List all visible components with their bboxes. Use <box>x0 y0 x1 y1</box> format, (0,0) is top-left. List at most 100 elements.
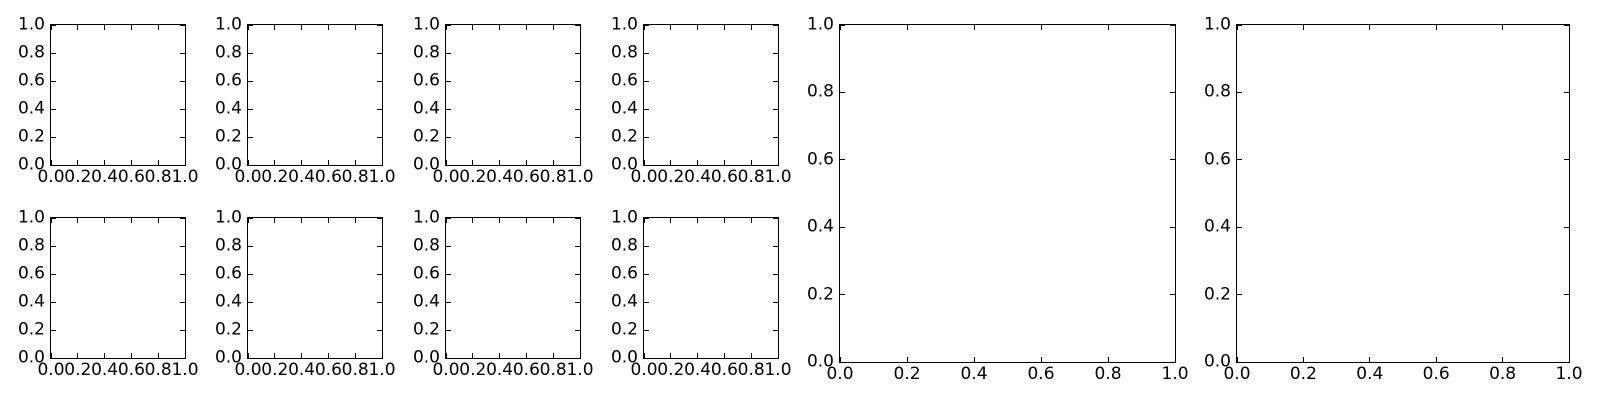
tick-mark <box>248 273 253 275</box>
x-tick-label: 0.8 <box>737 167 765 187</box>
tick-mark <box>575 273 580 275</box>
tick-mark <box>773 25 778 26</box>
x-tick-label: 0.4 <box>288 360 316 380</box>
y-tick-label: 0.4 <box>214 291 242 312</box>
tick-mark <box>644 301 649 303</box>
x-tick-label: 0.4 <box>91 360 119 380</box>
x-tick-label: 0.6 <box>512 360 540 380</box>
x-tick-label: 0.8 <box>144 360 172 380</box>
tick-mark <box>77 218 79 223</box>
tick-mark <box>51 357 56 358</box>
tick-mark <box>644 357 649 358</box>
y-tick-label: 0.0 <box>412 154 440 175</box>
tick-mark <box>552 160 554 165</box>
x-tick-label: 1.0 <box>764 360 792 380</box>
tick-mark <box>1170 25 1175 26</box>
x-tick-label: 0.2 <box>657 167 685 187</box>
tick-mark <box>377 80 382 82</box>
tick-mark <box>1237 25 1242 26</box>
y-tick-label: 0.2 <box>412 126 440 147</box>
tick-mark <box>446 329 451 331</box>
tick-mark <box>773 164 778 165</box>
tick-mark <box>301 353 303 358</box>
tick-mark <box>446 80 451 82</box>
tick-mark <box>575 329 580 331</box>
tick-mark <box>1237 361 1242 362</box>
x-tick-label: 0.0 <box>630 360 658 380</box>
tick-mark <box>1170 226 1175 228</box>
tick-mark <box>377 329 382 331</box>
tick-mark <box>552 25 554 30</box>
tick-mark <box>446 218 451 219</box>
tick-mark <box>773 80 778 82</box>
tick-mark <box>525 353 527 358</box>
tick-mark <box>1564 361 1569 362</box>
tick-mark <box>840 25 845 26</box>
y-tick-label: 0.8 <box>1203 81 1231 102</box>
tick-mark <box>446 301 451 303</box>
x-tick-label: 0.2 <box>1289 364 1317 384</box>
tick-mark <box>354 353 356 358</box>
tick-mark <box>377 136 382 138</box>
y-tick-label: 0.4 <box>610 291 638 312</box>
tick-mark <box>104 160 106 165</box>
tick-mark <box>184 25 185 30</box>
tick-mark <box>157 218 159 223</box>
y-tick-label: 0.0 <box>17 347 45 368</box>
y-tick-label: 0.6 <box>610 263 638 284</box>
tick-mark <box>840 91 845 93</box>
tick-mark <box>472 160 474 165</box>
y-tick-label: 0.6 <box>17 263 45 284</box>
tick-mark <box>644 25 649 26</box>
tick-mark <box>446 136 451 138</box>
y-tick-label: 0.2 <box>1203 284 1231 305</box>
tick-mark <box>973 25 975 30</box>
tick-mark <box>180 25 185 26</box>
tick-mark <box>180 218 185 219</box>
tick-mark <box>1107 25 1109 30</box>
tick-mark <box>274 353 276 358</box>
tick-mark <box>1302 357 1304 362</box>
tick-mark <box>1369 25 1371 30</box>
tick-mark <box>777 353 778 358</box>
x-tick-label: 0.4 <box>288 167 316 187</box>
x-tick-label: 0.0 <box>1223 364 1251 384</box>
tick-mark <box>354 25 356 30</box>
tick-mark <box>377 245 382 247</box>
tick-mark <box>377 301 382 303</box>
tick-mark <box>446 108 451 110</box>
tick-mark <box>381 218 382 223</box>
tick-mark <box>472 218 474 223</box>
y-tick-label: 0.4 <box>610 98 638 119</box>
tick-mark <box>670 218 672 223</box>
x-tick-label: 0.0 <box>37 167 65 187</box>
y-tick-label: 0.0 <box>1203 351 1231 372</box>
tick-mark <box>525 218 527 223</box>
tick-marks <box>446 218 580 358</box>
y-tick-label: 0.8 <box>610 235 638 256</box>
tick-mark <box>248 25 249 30</box>
tick-mark <box>1568 25 1569 30</box>
tick-mark <box>180 245 185 247</box>
tick-mark <box>51 80 56 82</box>
tick-mark <box>446 357 451 358</box>
tick-mark <box>248 108 253 110</box>
tick-mark <box>180 164 185 165</box>
tick-marks <box>644 25 778 165</box>
y-tick-label: 1.0 <box>610 14 638 35</box>
subplot-small-row2-col3: 0.0 0.0 0.2 0.2 0.4 0.4 0.6 0.6 0.8 0.8 1.0 1.0 <box>413 209 594 379</box>
tick-mark <box>697 218 699 223</box>
tick-mark <box>575 218 580 219</box>
tick-mark <box>51 301 56 303</box>
tick-mark <box>327 160 329 165</box>
tick-mark <box>1237 25 1238 30</box>
tick-mark <box>51 108 56 110</box>
tick-mark <box>697 160 699 165</box>
tick-mark <box>354 218 356 223</box>
tick-mark <box>446 25 451 26</box>
tick-mark <box>77 353 79 358</box>
y-tick-label: 0.4 <box>412 98 440 119</box>
tick-marks <box>248 218 382 358</box>
tick-mark <box>777 160 778 165</box>
x-tick-label: 0.6 <box>1027 364 1055 384</box>
